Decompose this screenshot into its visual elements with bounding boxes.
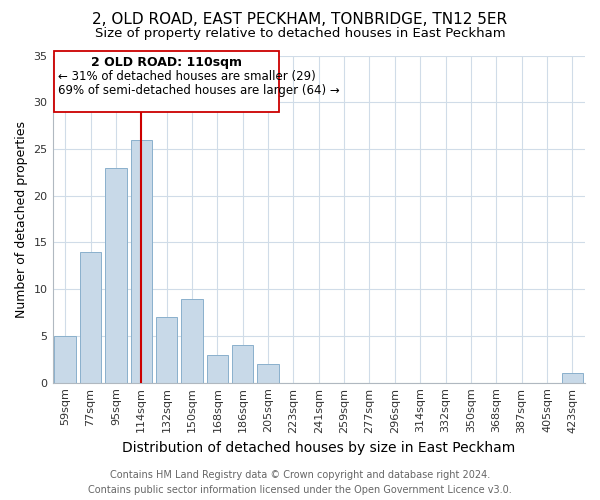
- Text: Size of property relative to detached houses in East Peckham: Size of property relative to detached ho…: [95, 28, 505, 40]
- Bar: [55, 336, 76, 382]
- Bar: [562, 374, 583, 382]
- Bar: [131, 140, 152, 382]
- Bar: [156, 317, 178, 382]
- Bar: [105, 168, 127, 382]
- Text: 69% of semi-detached houses are larger (64) →: 69% of semi-detached houses are larger (…: [58, 84, 340, 96]
- Text: Contains HM Land Registry data © Crown copyright and database right 2024.
Contai: Contains HM Land Registry data © Crown c…: [88, 470, 512, 495]
- Bar: [80, 252, 101, 382]
- X-axis label: Distribution of detached houses by size in East Peckham: Distribution of detached houses by size …: [122, 441, 515, 455]
- Bar: [206, 354, 228, 382]
- Bar: [232, 346, 253, 383]
- Text: 2, OLD ROAD, EAST PECKHAM, TONBRIDGE, TN12 5ER: 2, OLD ROAD, EAST PECKHAM, TONBRIDGE, TN…: [92, 12, 508, 28]
- FancyBboxPatch shape: [54, 51, 280, 112]
- Text: ← 31% of detached houses are smaller (29): ← 31% of detached houses are smaller (29…: [58, 70, 316, 82]
- Bar: [257, 364, 279, 382]
- Text: 2 OLD ROAD: 110sqm: 2 OLD ROAD: 110sqm: [91, 56, 242, 70]
- Y-axis label: Number of detached properties: Number of detached properties: [15, 120, 28, 318]
- Bar: [181, 298, 203, 382]
